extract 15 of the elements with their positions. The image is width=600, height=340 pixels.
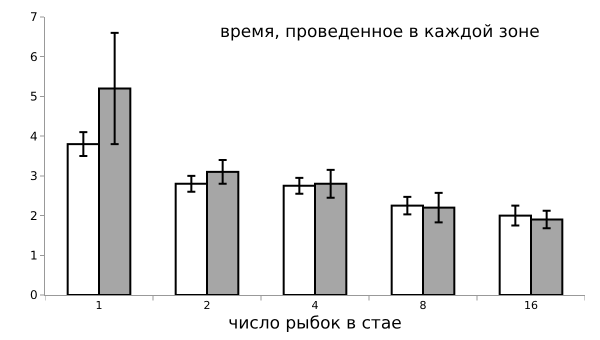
y-tick-label: 2 <box>30 208 38 223</box>
y-tick-label: 5 <box>30 90 38 104</box>
y-tick-label: 3 <box>30 169 38 184</box>
y-tick-label: 6 <box>30 50 38 64</box>
y-tick-label: 1 <box>30 248 38 262</box>
chart-title: время, проведенное в каждой зоне <box>220 22 540 42</box>
y-tick-label: 4 <box>30 129 38 144</box>
x-axis-title: число рыбок в стае <box>228 314 402 334</box>
y-tick-label: 0 <box>30 288 38 302</box>
x-tick-label: 1 <box>96 299 102 312</box>
x-tick-label: 4 <box>312 299 318 312</box>
x-tick-label: 16 <box>524 299 538 312</box>
y-tick-label: 7 <box>30 10 38 24</box>
x-tick-label: 8 <box>420 299 426 312</box>
x-tick-label: 2 <box>204 299 210 312</box>
